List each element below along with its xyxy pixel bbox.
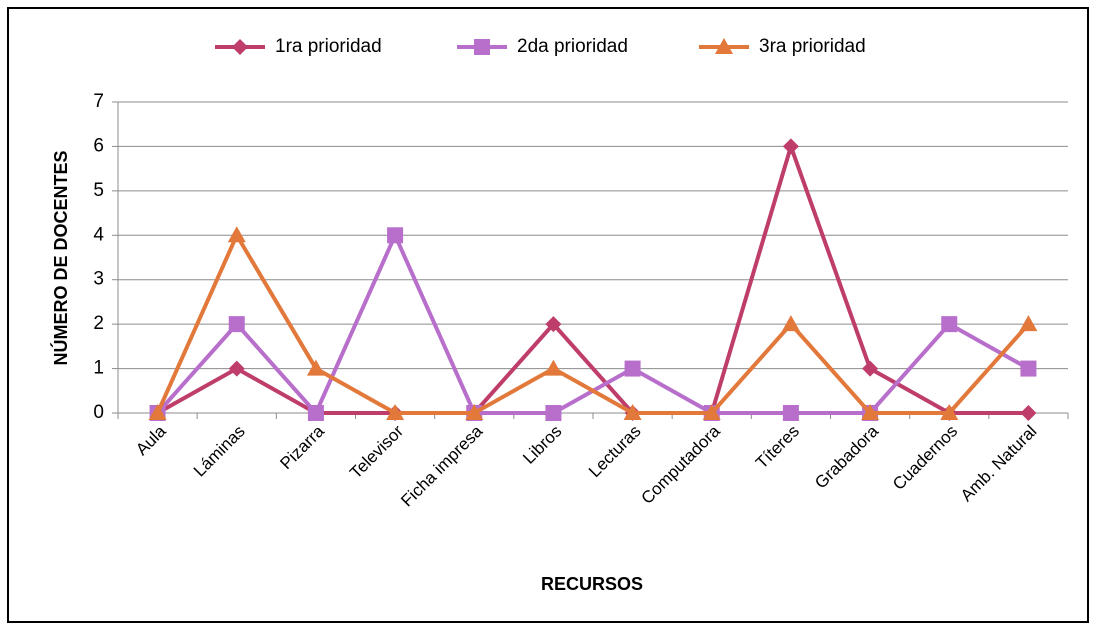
marker [545, 405, 562, 421]
marker [307, 405, 324, 421]
marker [228, 316, 245, 333]
marker [940, 404, 959, 420]
marker [545, 316, 562, 333]
chart-border [7, 7, 1089, 623]
y-tick-label: 1 [93, 358, 104, 379]
y-tick-label: 2 [93, 313, 104, 334]
marker [148, 404, 167, 420]
series-line [156, 144, 1029, 415]
marker [1019, 315, 1038, 332]
marker [861, 404, 880, 420]
marker [781, 315, 800, 332]
marker [1020, 360, 1037, 377]
y-tick-label: 4 [93, 224, 104, 245]
legend-label: 3ra prioridad [759, 36, 866, 57]
marker [623, 404, 642, 420]
marker [228, 360, 245, 377]
marker [715, 38, 733, 54]
legend-item: 1ra prioridad [215, 36, 382, 57]
marker [544, 359, 563, 376]
series-line [155, 233, 1030, 415]
marker [862, 360, 879, 377]
y-tick-label: 6 [93, 135, 104, 156]
y-tick-label: 0 [93, 402, 104, 423]
x-axis-title: RECURSOS [541, 574, 643, 594]
marker [227, 226, 246, 243]
marker [782, 405, 799, 421]
y-tick-label: 7 [93, 91, 104, 112]
marker [941, 316, 958, 333]
y-tick-label: 3 [93, 269, 104, 290]
marker [474, 39, 490, 55]
marker [387, 227, 404, 244]
marker [306, 359, 325, 376]
marker [782, 138, 799, 155]
y-axis-title: NÚMERO DE DOCENTES [50, 150, 71, 365]
marker [465, 404, 484, 420]
legend-item: 2da prioridad [457, 36, 628, 57]
y-tick-label: 5 [93, 180, 104, 201]
legend-label: 1ra prioridad [275, 36, 382, 57]
marker [1020, 405, 1037, 421]
marker [386, 404, 405, 420]
marker [624, 360, 641, 377]
legend-item: 3ra prioridad [699, 36, 866, 57]
marker [232, 39, 248, 55]
legend-label: 2da prioridad [517, 36, 628, 57]
marker [702, 404, 721, 420]
